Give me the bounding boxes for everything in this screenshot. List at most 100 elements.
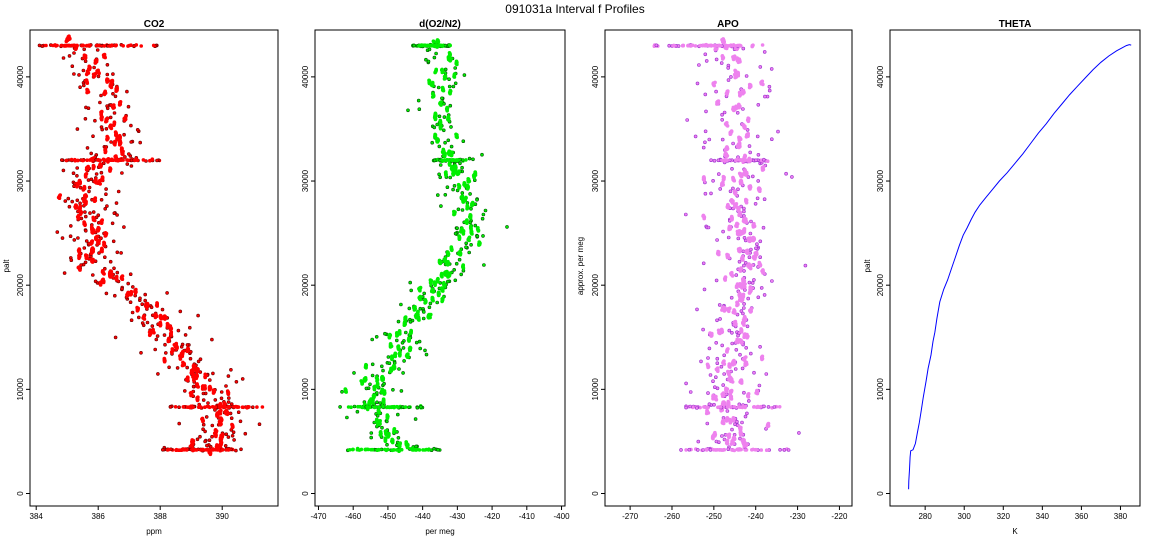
- data-point: [226, 400, 231, 404]
- data-point: [718, 405, 723, 409]
- data-point: [120, 171, 124, 175]
- data-point: [203, 439, 207, 444]
- data-point: [89, 225, 94, 229]
- data-point: [183, 389, 187, 393]
- data-point: [443, 140, 447, 145]
- data-point: [134, 287, 138, 292]
- data-point: [374, 391, 379, 395]
- data-point: [728, 189, 733, 194]
- data-point: [167, 447, 171, 452]
- data-point: [127, 43, 132, 48]
- data-point: [741, 277, 745, 281]
- data-point: [85, 158, 89, 162]
- data-point: [203, 405, 207, 410]
- data-point: [122, 225, 126, 229]
- data-point: [440, 158, 445, 162]
- data-point: [162, 314, 167, 318]
- data-point: [71, 171, 76, 175]
- data-point: [431, 39, 436, 43]
- x-tick-label-o2n2: -400: [554, 512, 571, 521]
- data-point: [790, 175, 794, 179]
- y-tick-label-co2: 0: [16, 491, 25, 496]
- data-point: [243, 431, 248, 436]
- data-point: [210, 423, 215, 428]
- data-point: [381, 368, 385, 373]
- data-point: [121, 149, 125, 154]
- data-point: [736, 70, 740, 75]
- data-point: [155, 301, 159, 305]
- data-point: [189, 444, 194, 448]
- data-point: [82, 83, 86, 88]
- data-point: [758, 239, 763, 244]
- data-point: [704, 448, 709, 452]
- data-point: [86, 164, 90, 169]
- data-point: [103, 266, 107, 271]
- panel-title-co2: CO2: [144, 19, 165, 30]
- data-point: [748, 150, 753, 155]
- data-point: [688, 404, 693, 409]
- data-point: [726, 235, 731, 240]
- data-point: [746, 392, 751, 396]
- data-point: [383, 331, 387, 336]
- data-point: [199, 405, 203, 410]
- data-point: [103, 158, 107, 163]
- data-point: [735, 229, 740, 234]
- data-point: [728, 375, 732, 379]
- data-point: [714, 57, 719, 62]
- data-point: [725, 416, 730, 420]
- data-point: [260, 405, 265, 409]
- data-point: [204, 415, 209, 419]
- data-point: [205, 443, 209, 448]
- data-point: [70, 64, 75, 68]
- y-tick-label-co2: 30000: [16, 169, 25, 192]
- data-point: [210, 337, 214, 342]
- data-point: [381, 405, 385, 409]
- data-point: [725, 405, 730, 409]
- data-point: [230, 422, 234, 427]
- data-point: [743, 170, 748, 174]
- data-point: [723, 275, 728, 279]
- data-point: [687, 447, 692, 452]
- data-point: [103, 147, 108, 152]
- data-point: [468, 220, 473, 225]
- data-point: [715, 238, 719, 242]
- y-tick-label-theta: 30000: [876, 169, 885, 192]
- data-point: [121, 44, 125, 48]
- data-point: [84, 253, 88, 257]
- data-point: [404, 440, 409, 444]
- data-point: [707, 137, 712, 142]
- data-point: [734, 158, 738, 162]
- data-point: [83, 260, 88, 265]
- data-point: [752, 221, 756, 226]
- data-point: [704, 59, 709, 63]
- data-point: [69, 258, 74, 263]
- data-point: [387, 431, 391, 436]
- data-point: [414, 312, 419, 317]
- data-point: [128, 272, 133, 277]
- data-point: [729, 75, 733, 79]
- data-point: [103, 207, 107, 211]
- data-point: [722, 353, 727, 358]
- data-point: [705, 408, 709, 413]
- data-point: [213, 428, 218, 432]
- plot-frame-theta: [889, 29, 1141, 507]
- data-point: [347, 448, 352, 452]
- data-point: [189, 390, 194, 395]
- data-point: [745, 324, 750, 329]
- data-point: [464, 158, 468, 162]
- data-point: [96, 225, 101, 230]
- data-point: [89, 177, 94, 182]
- data-point: [78, 201, 82, 206]
- data-point: [703, 43, 707, 48]
- data-point: [70, 199, 74, 204]
- data-point: [679, 448, 683, 452]
- data-point: [735, 111, 740, 115]
- data-point: [717, 448, 722, 452]
- data-point: [734, 202, 739, 206]
- data-point: [129, 318, 134, 323]
- data-point: [255, 405, 259, 409]
- data-point: [100, 246, 104, 251]
- data-point: [82, 184, 87, 189]
- data-point: [742, 206, 746, 211]
- data-point: [135, 305, 139, 310]
